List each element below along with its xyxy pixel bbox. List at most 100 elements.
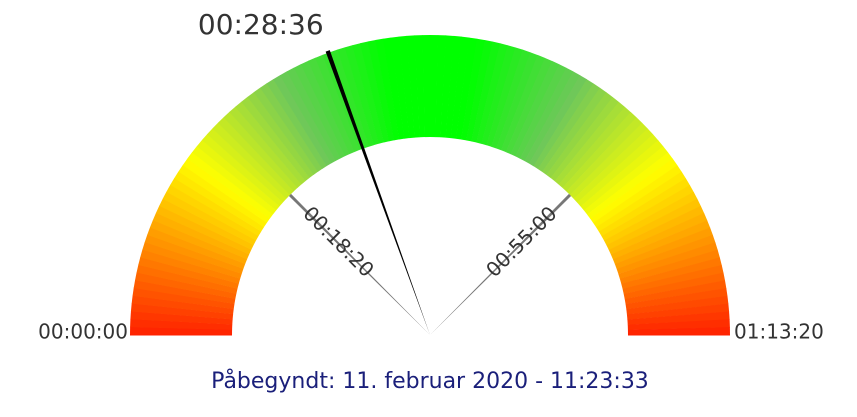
gauge-band xyxy=(481,45,516,146)
tick-mark xyxy=(430,193,572,335)
gauge-band xyxy=(217,117,294,195)
gauge-band xyxy=(191,145,277,215)
gauge-band xyxy=(623,272,726,300)
gauge-band xyxy=(136,264,238,294)
gauge-band xyxy=(583,146,669,215)
gauge-band xyxy=(383,37,405,140)
gauge-band xyxy=(491,49,531,149)
gauge-band xyxy=(587,152,673,219)
gauge-band xyxy=(546,92,613,179)
gauge-band xyxy=(280,71,336,164)
gauge-band xyxy=(132,287,235,310)
gauge-band xyxy=(307,57,355,155)
gauge-band xyxy=(159,198,254,250)
gauge-band xyxy=(612,220,711,265)
gauge-band xyxy=(460,38,486,141)
value-label: 00:28:36 xyxy=(198,8,324,41)
gauge-band xyxy=(626,303,730,320)
gauge-band xyxy=(596,171,686,232)
gauge-band xyxy=(537,83,601,172)
gauge-band xyxy=(496,52,538,151)
gauge-band xyxy=(155,205,252,255)
gauge-band xyxy=(573,128,654,203)
gauge-band xyxy=(130,303,234,320)
gauge-band xyxy=(466,40,493,142)
gauge-band xyxy=(367,39,395,142)
gauge-band xyxy=(593,165,682,228)
gauge-band xyxy=(300,60,350,157)
gauge-band xyxy=(550,96,620,182)
gauge-band xyxy=(133,279,236,305)
tick-mark xyxy=(288,193,430,335)
gauge-band xyxy=(626,295,729,315)
gauge-band xyxy=(138,256,239,289)
gauge-band xyxy=(166,184,259,241)
gauge-band xyxy=(229,106,302,188)
gauge-band xyxy=(212,122,291,199)
gauge-band xyxy=(375,38,400,141)
gauge-band xyxy=(142,241,242,279)
gauge-band xyxy=(247,92,314,178)
gauge-band xyxy=(315,54,360,153)
gauge-band xyxy=(273,74,332,167)
gauge-band xyxy=(519,67,574,162)
gauge-band xyxy=(152,212,250,260)
gauge-band xyxy=(130,311,233,325)
tick-label: 01:13:20 xyxy=(734,320,824,344)
gauge-band xyxy=(618,242,718,280)
gauge-band xyxy=(140,249,241,284)
gauge-band xyxy=(625,288,728,310)
gauge-band xyxy=(476,43,509,144)
gauge-band xyxy=(601,185,694,241)
gauge-band xyxy=(616,234,716,275)
gauge-band xyxy=(293,64,345,159)
gauge-band xyxy=(149,219,248,265)
gauge-band xyxy=(608,205,705,255)
gauge-band xyxy=(390,36,410,139)
gauge-band xyxy=(241,96,310,182)
gauge-band xyxy=(196,139,280,211)
gauge-band xyxy=(542,87,607,175)
gauge-band xyxy=(235,101,306,185)
gauge-band xyxy=(414,35,426,138)
gauge-band xyxy=(455,37,478,140)
gauge-band xyxy=(566,117,643,196)
gauge-band xyxy=(223,111,298,192)
gauge-band xyxy=(627,327,730,336)
gauge-band xyxy=(406,35,420,138)
gauge-band xyxy=(610,212,708,260)
gauge-band xyxy=(500,54,546,153)
gauge-band xyxy=(590,158,678,224)
gauge-band xyxy=(329,49,370,149)
gauge-band xyxy=(505,57,553,155)
gauge-band xyxy=(627,311,730,325)
gauge-band xyxy=(445,35,462,139)
gauge-band xyxy=(130,326,233,335)
gauge-band xyxy=(622,264,724,295)
tick-label: 00:00:00 xyxy=(38,320,128,344)
gauge-band xyxy=(604,191,698,246)
gauge-band xyxy=(614,227,713,270)
gauge-band xyxy=(144,234,244,274)
gauge-band xyxy=(570,122,648,199)
gauge-band xyxy=(580,140,664,211)
gauge-band xyxy=(627,319,730,331)
gauge-band xyxy=(515,64,567,159)
needle xyxy=(325,50,430,335)
gauge-band xyxy=(435,35,447,138)
gauge-band xyxy=(147,227,246,269)
gauge-band xyxy=(524,71,581,164)
gauge-band xyxy=(554,101,626,185)
gauge-band xyxy=(533,79,594,170)
gauge-band xyxy=(178,164,267,228)
gauge-band xyxy=(344,45,380,146)
gauge-band xyxy=(471,41,501,143)
gauge-band xyxy=(606,198,701,250)
gauge-band xyxy=(621,257,722,290)
gauge-band xyxy=(577,134,659,207)
gauge-band xyxy=(430,35,439,138)
gauge-band xyxy=(260,83,323,172)
start-time: Påbegyndt: 11. februar 2020 - 11:23:33 xyxy=(211,368,649,394)
